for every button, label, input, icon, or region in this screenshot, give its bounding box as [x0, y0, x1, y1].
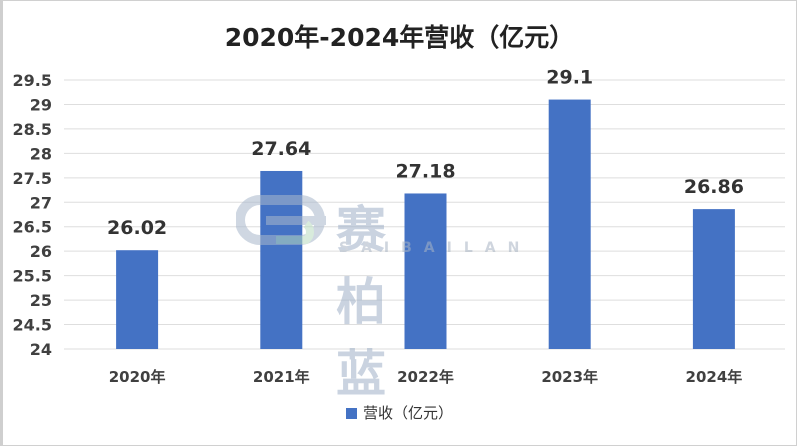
y-tick-label: 25 — [30, 291, 52, 310]
x-tick-label: 2023年 — [541, 368, 598, 386]
bar — [260, 170, 303, 349]
data-label: 26.86 — [684, 176, 744, 198]
legend: 营收（亿元） — [0, 402, 799, 423]
chart-title: 2020年-2024年营收（亿元） — [224, 23, 575, 52]
x-tick-label: 2020年 — [109, 368, 166, 386]
y-tick-label: 24 — [30, 340, 52, 359]
data-label: 26.02 — [107, 217, 167, 239]
bar — [548, 99, 591, 350]
y-tick-label: 28 — [30, 144, 52, 163]
x-tick-label: 2024年 — [686, 368, 743, 386]
bar — [116, 250, 159, 349]
legend-label: 营收（亿元） — [362, 404, 453, 422]
y-tick-label: 25.5 — [13, 267, 52, 286]
data-label: 27.64 — [251, 138, 311, 160]
data-label: 27.18 — [395, 160, 455, 182]
legend-swatch — [345, 408, 357, 419]
y-tick-label: 26.5 — [13, 218, 52, 237]
y-tick-label: 27.5 — [13, 169, 52, 188]
y-tick-label: 29 — [30, 95, 52, 114]
y-tick-label: 27 — [30, 193, 52, 212]
data-label: 29.1 — [546, 67, 593, 89]
y-tick-label: 28.5 — [13, 120, 52, 139]
bar — [404, 193, 447, 349]
x-tick-label: 2021年 — [253, 368, 310, 386]
bar — [692, 209, 735, 349]
y-tick-label: 24.5 — [13, 316, 52, 335]
y-tick-label: 26 — [30, 242, 52, 261]
x-tick-label: 2022年 — [397, 368, 454, 386]
y-tick-label: 29.5 — [13, 71, 52, 90]
